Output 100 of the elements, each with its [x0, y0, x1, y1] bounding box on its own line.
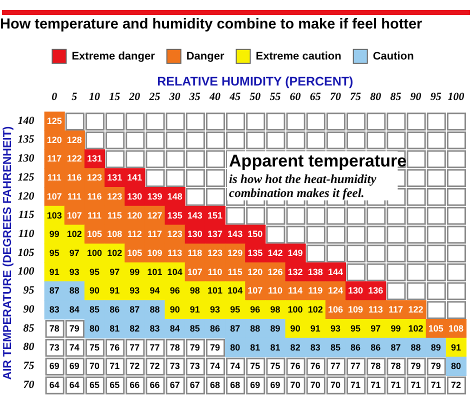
data-label: 83	[49, 304, 60, 315]
data-label: 122	[66, 154, 82, 164]
data-label: 84	[170, 323, 180, 334]
data-label: 78	[370, 361, 381, 372]
data-label: 148	[167, 191, 182, 202]
data-label: 77	[330, 361, 340, 372]
data-label: 96	[170, 286, 180, 296]
data-label: 120	[46, 134, 62, 145]
chart-title: How temperature and humidity combine to make if feel hotter	[0, 16, 423, 33]
data-label: 107	[66, 210, 82, 220]
data-label: 106	[328, 304, 343, 315]
x-tick-label: 40	[208, 90, 221, 103]
data-label: 131	[86, 154, 102, 164]
data-label: 93	[330, 323, 340, 334]
data-label: 108	[107, 229, 122, 240]
x-tick-label: 50	[250, 90, 262, 103]
data-label: 109	[348, 304, 364, 315]
data-label: 119	[308, 286, 323, 296]
data-label: 74	[210, 361, 220, 372]
x-tick-label: 35	[188, 90, 201, 103]
data-label: 105	[127, 248, 142, 258]
data-label: 76	[110, 342, 120, 352]
data-label: 77	[150, 342, 160, 352]
data-label: 71	[370, 380, 381, 390]
data-label: 91	[110, 286, 120, 296]
data-label: 86	[370, 342, 381, 352]
data-label: 90	[170, 304, 180, 315]
y-tick-label: 90	[23, 303, 35, 316]
data-label: 127	[147, 210, 162, 220]
data-label: 88	[250, 323, 260, 334]
x-tick-label: 25	[148, 90, 161, 103]
data-label: 135	[167, 210, 182, 220]
data-label: 71	[350, 380, 361, 390]
data-label: 65	[89, 380, 100, 390]
data-label: 86	[350, 342, 361, 352]
data-label: 95	[230, 304, 240, 315]
x-tick-label: 0	[52, 90, 58, 103]
data-label: 99	[390, 323, 401, 334]
data-label: 98	[270, 304, 280, 315]
y-axis-title: AIR TEMPERATURE (DEGREES FAHRENHEIT)	[2, 126, 14, 380]
data-label: 112	[127, 229, 142, 240]
legend-label: Extreme danger	[72, 50, 156, 62]
data-label: 144	[328, 266, 343, 277]
y-tick-label: 135	[18, 134, 35, 146]
x-tick-label: 30	[168, 90, 181, 103]
data-label: 69	[69, 361, 80, 372]
data-label: 97	[370, 323, 381, 334]
data-label: 91	[49, 266, 60, 277]
data-label: 103	[46, 210, 62, 220]
data-label: 139	[147, 191, 162, 202]
data-label: 74	[230, 361, 240, 372]
x-tick-label: 5	[72, 90, 78, 103]
data-label: 83	[310, 342, 320, 352]
data-label: 70	[330, 380, 340, 390]
data-label: 70	[89, 361, 100, 372]
data-label: 82	[130, 323, 140, 334]
data-label: 125	[46, 116, 62, 126]
data-label: 87	[230, 323, 240, 334]
data-label: 109	[147, 248, 162, 258]
y-tick-label: 85	[23, 322, 35, 334]
data-label: 82	[290, 342, 300, 352]
data-label: 90	[290, 323, 300, 334]
data-label: 120	[248, 266, 263, 277]
data-label: 102	[308, 304, 323, 315]
data-label: 75	[270, 361, 280, 372]
data-label: 100	[288, 304, 303, 315]
data-label: 76	[310, 361, 320, 372]
data-label: 81	[250, 342, 260, 352]
x-tick-label: 70	[330, 90, 342, 103]
x-tick-label: 10	[89, 90, 100, 103]
x-tick-label: 85	[390, 90, 402, 103]
data-label: 72	[450, 380, 461, 390]
data-label: 69	[250, 380, 260, 390]
data-label: 79	[410, 361, 421, 372]
data-label: 68	[230, 380, 240, 390]
data-label: 91	[310, 323, 320, 334]
x-tick-label: 60	[290, 90, 302, 103]
y-tick-label: 105	[18, 246, 35, 259]
data-label: 104	[167, 266, 182, 277]
data-label: 64	[49, 380, 60, 390]
data-label: 78	[170, 342, 180, 352]
data-label: 79	[69, 323, 80, 334]
data-label: 91	[450, 342, 461, 352]
data-label: 98	[190, 286, 200, 296]
x-tick-label: 100	[448, 90, 465, 103]
data-label: 75	[250, 361, 260, 372]
data-label: 91	[190, 304, 200, 315]
data-label: 113	[168, 248, 182, 258]
data-label: 115	[228, 266, 242, 277]
data-label: 93	[210, 304, 220, 315]
data-label: 110	[208, 266, 222, 277]
data-label: 86	[110, 304, 120, 315]
data-label: 150	[248, 229, 263, 240]
data-label: 80	[230, 342, 240, 352]
y-tick-label: 110	[18, 228, 35, 240]
data-label: 118	[188, 248, 202, 258]
data-label: 76	[290, 361, 300, 372]
y-tick-label: 120	[18, 190, 35, 202]
x-tick-label: 55	[270, 90, 282, 103]
data-label: 111	[47, 172, 62, 183]
